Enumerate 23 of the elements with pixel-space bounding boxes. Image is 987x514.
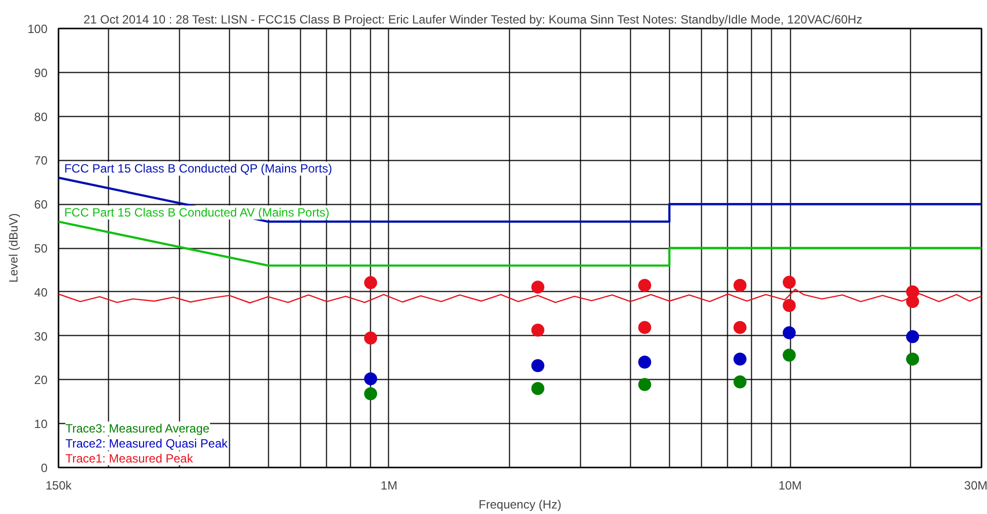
annotation: FCC Part 15 Class B Conducted QP (Mains Ports) [64, 162, 332, 176]
chart-title: 21 Oct 2014 10 : 28 Test: LISN - FCC15 Class B Project: Eric Laufer Winder Tested by: Kouma Sinn Test Notes: Standby/Idle Mode, 120VAC/60Hz [84, 12, 862, 26]
y-tick-label: 100 [27, 22, 48, 36]
y-tick-label: 0 [40, 461, 48, 475]
y-tick-label: 10 [34, 417, 48, 432]
y-tick-label: 70 [34, 154, 48, 168]
y-tick-label: 50 [34, 242, 48, 256]
y-tick-label: 30 [34, 329, 48, 344]
x-axis-title: Frequency (Hz) [478, 498, 562, 512]
y-tick-label: 20 [34, 373, 48, 388]
x-tick-label: 10M [778, 478, 802, 492]
y-tick-label: 80 [34, 110, 48, 124]
y-tick-label: 60 [34, 198, 48, 212]
y-axis-title: Level (dBuV) [6, 213, 20, 283]
x-tick-label: 1M [380, 478, 398, 492]
annotation: FCC Part 15 Class B Conducted AV (Mains Ports) [64, 205, 330, 220]
y-tick-label: 40 [34, 285, 48, 300]
text: Trace3: Measured Average [65, 421, 210, 436]
text: Trace1: Measured Peak [65, 451, 194, 466]
text: Trace2: Measured Quasi Peak [65, 436, 229, 450]
x-tick-label: 30M [964, 478, 987, 492]
y-tick-label: 90 [34, 66, 48, 80]
x-tick-label: 150k [45, 478, 73, 492]
